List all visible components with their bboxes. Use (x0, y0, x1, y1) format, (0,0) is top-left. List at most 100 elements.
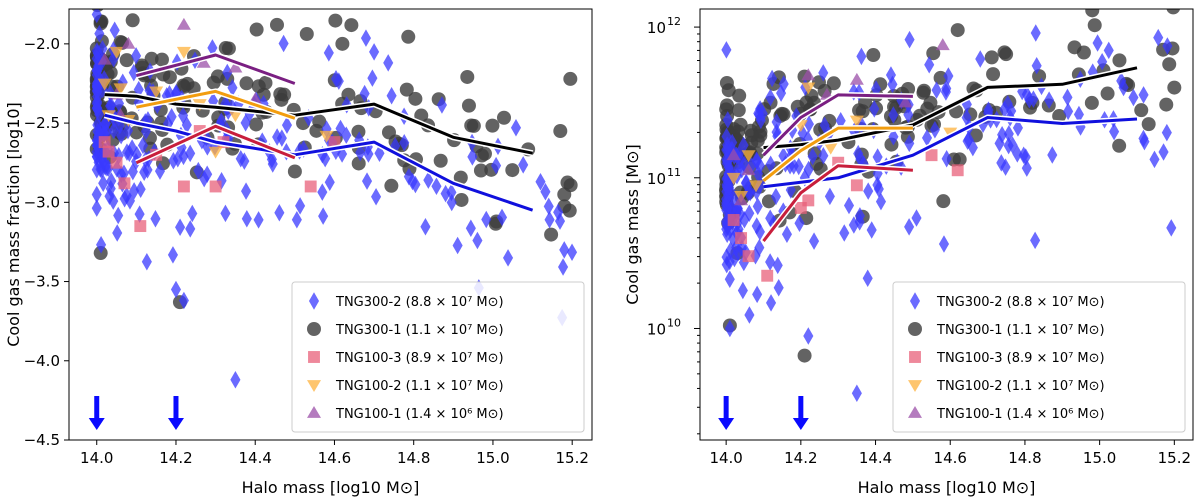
data-point (170, 280, 182, 299)
median-line-tng100-2 (136, 89, 296, 120)
data-point (929, 121, 940, 139)
data-point (1138, 86, 1149, 104)
data-point (735, 232, 748, 245)
data-point (510, 118, 522, 137)
data-point (99, 124, 110, 143)
data-point (465, 219, 476, 238)
data-point (518, 156, 529, 174)
data-point (141, 253, 152, 271)
data-point (108, 192, 119, 210)
data-point (423, 171, 434, 189)
data-point (994, 134, 1005, 153)
data-point (793, 157, 804, 176)
data-point (931, 81, 942, 99)
data-point (303, 109, 314, 127)
data-point (321, 120, 332, 138)
data-point (823, 142, 838, 155)
y-tick-label: −2.5 (24, 114, 60, 132)
data-point (185, 220, 196, 238)
data-point (239, 76, 254, 91)
x-tick-label: 14.6 (318, 449, 351, 467)
data-point (401, 29, 416, 44)
data-point (94, 105, 105, 123)
data-point (328, 13, 343, 28)
data-point (134, 205, 145, 223)
x-tick-label: 15.0 (1083, 449, 1116, 467)
data-point (1084, 95, 1099, 110)
data-point (414, 108, 429, 123)
data-point (726, 148, 741, 161)
data-point (742, 250, 755, 263)
data-point (446, 193, 457, 212)
legend-label-tng100-3: TNG100-3 (8.9 × 10⁷ M⊙) (335, 351, 504, 366)
data-point (431, 177, 442, 196)
data-point (1063, 102, 1074, 121)
legend-marker-tng300-1 (908, 322, 922, 336)
data-point (771, 113, 782, 131)
data-point (467, 148, 478, 166)
legend-marker-tng100-2 (307, 380, 321, 392)
data-point (873, 180, 884, 198)
data-point (731, 103, 746, 118)
data-point (888, 106, 899, 124)
data-point (369, 43, 380, 61)
median-line-tng100-2 (762, 126, 913, 182)
data-point (91, 160, 102, 179)
data-point (773, 279, 784, 297)
data-point (1030, 231, 1041, 250)
data-point (1003, 125, 1014, 143)
data-point (936, 194, 951, 209)
data-point (178, 147, 189, 166)
data-point (904, 218, 915, 236)
data-point (178, 291, 189, 310)
data-point (863, 182, 874, 200)
data-point (733, 145, 744, 164)
data-point (778, 75, 789, 93)
data-point (127, 162, 138, 181)
legend-label-tng100-2: TNG100-2 (1.1 × 10⁷ M⊙) (936, 379, 1105, 394)
data-point (128, 63, 139, 82)
data-point (241, 209, 252, 228)
data-point (950, 23, 965, 38)
data-point (117, 73, 128, 91)
data-point (324, 173, 335, 191)
data-point (1162, 37, 1173, 55)
legend-marker-tng100-3 (909, 351, 921, 363)
data-point (208, 146, 223, 159)
data-point (142, 111, 153, 129)
data-point (131, 47, 142, 65)
data-point (1021, 159, 1032, 177)
data-point (751, 217, 762, 235)
data-point (121, 186, 132, 205)
data-point (114, 116, 125, 135)
data-point (142, 161, 153, 179)
data-point (749, 180, 764, 193)
data-point (911, 209, 922, 227)
data-point (453, 170, 468, 185)
data-point (1103, 41, 1114, 60)
data-point (320, 149, 331, 168)
legend-label-tng100-1: TNG100-1 (1.4 × 10⁶ M⊙) (335, 407, 504, 422)
data-point (1109, 122, 1120, 141)
legend-label-tng300-2: TNG300-2 (8.8 × 10⁷ M⊙) (936, 295, 1105, 310)
data-point (360, 29, 372, 47)
legend: TNG300-2 (8.8 × 10⁷ M⊙) TNG300-1 (1.1 × 1… (291, 281, 585, 433)
data-point (1012, 119, 1023, 137)
data-point (727, 214, 740, 226)
data-point (1139, 132, 1150, 151)
y-tick-label: −4.0 (24, 352, 60, 370)
data-point (196, 55, 211, 68)
data-point (752, 197, 763, 216)
data-point (91, 9, 102, 24)
data-point (843, 196, 855, 215)
data-point (367, 69, 378, 87)
data-point (137, 136, 149, 155)
data-point (999, 100, 1010, 119)
data-point (724, 178, 735, 197)
data-point (1161, 123, 1172, 142)
x-tick-label: 14.4 (859, 449, 892, 467)
data-point (996, 154, 1007, 172)
y-tick-exponent: 11 (667, 166, 681, 179)
data-point (150, 210, 161, 228)
data-point (351, 156, 366, 171)
